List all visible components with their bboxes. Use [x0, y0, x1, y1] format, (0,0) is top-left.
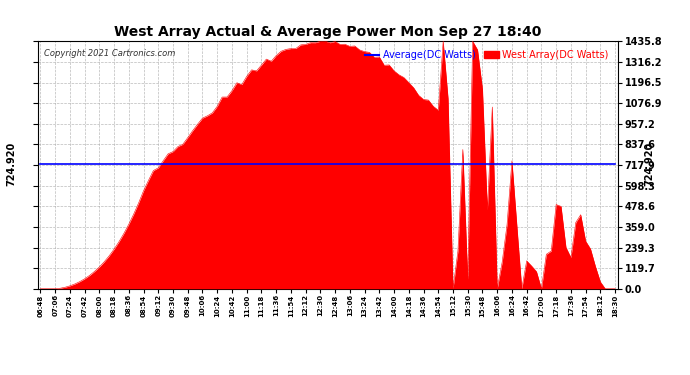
- Text: 724.920: 724.920: [644, 142, 654, 186]
- Text: 724.920: 724.920: [7, 142, 17, 186]
- Legend: Average(DC Watts), West Array(DC Watts): Average(DC Watts), West Array(DC Watts): [361, 46, 613, 64]
- Title: West Array Actual & Average Power Mon Sep 27 18:40: West Array Actual & Average Power Mon Se…: [114, 25, 542, 39]
- Text: Copyright 2021 Cartronics.com: Copyright 2021 Cartronics.com: [43, 49, 175, 58]
